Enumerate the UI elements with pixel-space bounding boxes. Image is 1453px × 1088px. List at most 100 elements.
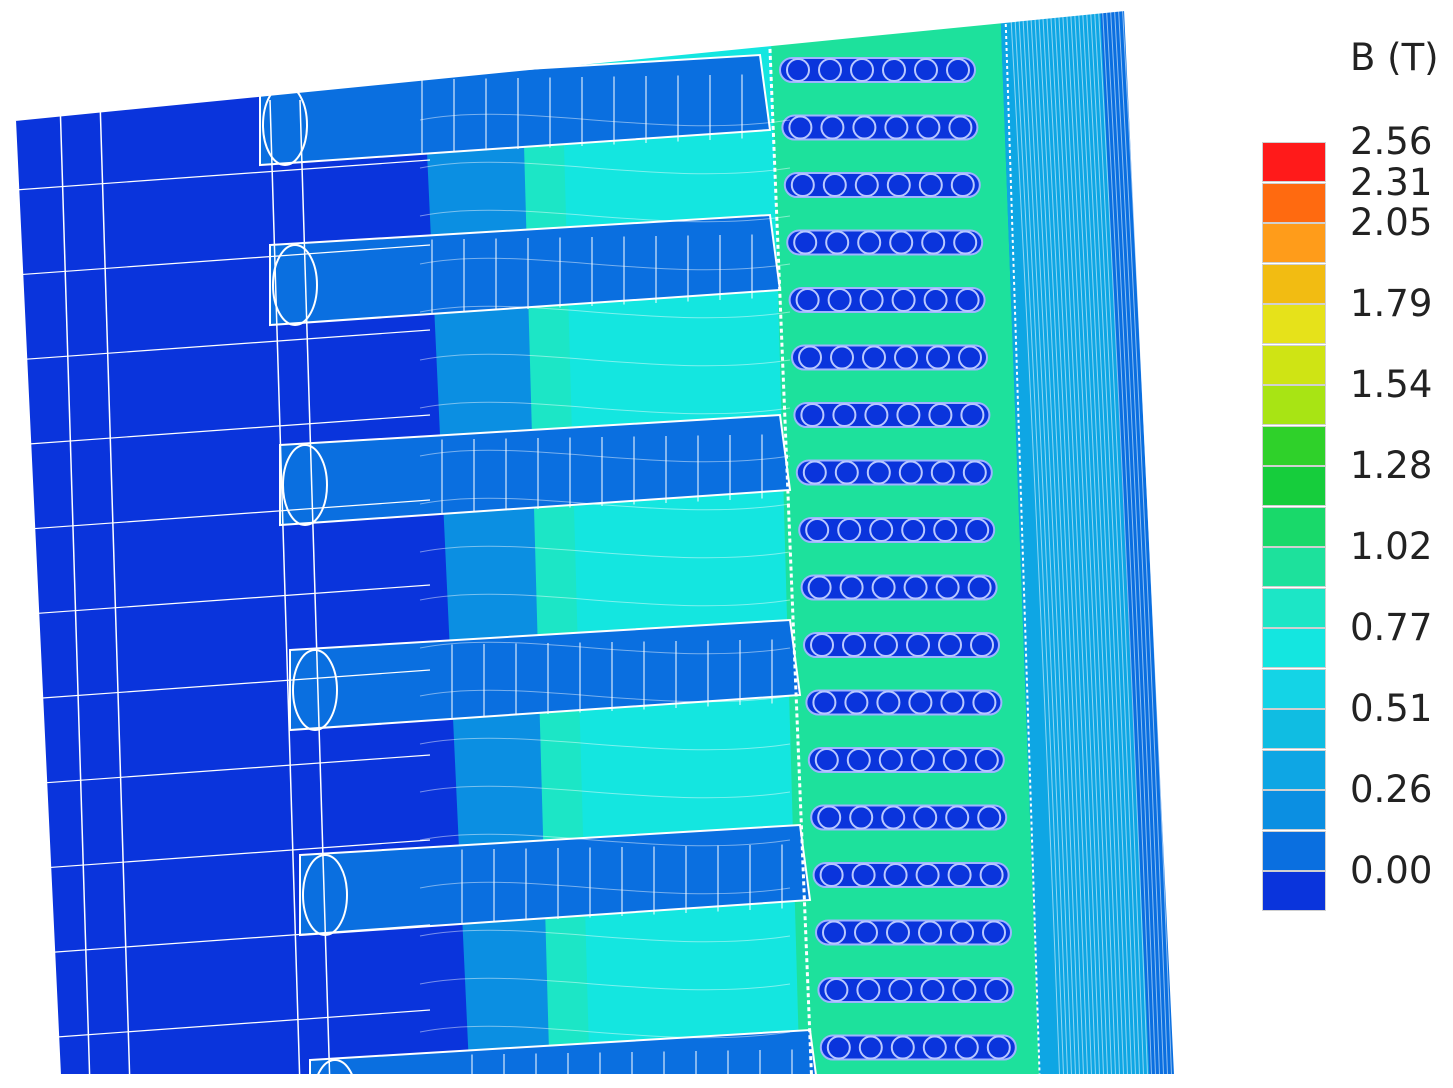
conductor bbox=[824, 978, 849, 1002]
conductor bbox=[851, 863, 876, 887]
legend-value: 0.77 bbox=[1350, 606, 1433, 649]
conductor bbox=[805, 518, 830, 542]
legend-value: 1.79 bbox=[1350, 282, 1433, 325]
conductor bbox=[874, 633, 898, 657]
conductor bbox=[822, 920, 846, 945]
conductor bbox=[972, 690, 997, 715]
rotor-mesh-line bbox=[59, 99, 91, 1075]
conductor bbox=[786, 58, 810, 82]
conductor bbox=[948, 115, 973, 140]
conductor bbox=[795, 288, 820, 312]
legend-swatch bbox=[1262, 547, 1326, 587]
conductor bbox=[878, 748, 903, 772]
conductor bbox=[849, 805, 874, 830]
conductor bbox=[832, 403, 857, 427]
stator-slot bbox=[803, 632, 1000, 658]
rotor-bar-body bbox=[299, 823, 812, 937]
flux-line bbox=[1109, 10, 1161, 1075]
stator-slot bbox=[791, 344, 988, 371]
rotor-mesh-line bbox=[15, 754, 431, 786]
conductor bbox=[928, 403, 953, 427]
legend-swatch bbox=[1262, 466, 1326, 506]
conductor bbox=[914, 58, 938, 82]
rotor-bar-end bbox=[292, 649, 338, 731]
conductor bbox=[798, 345, 822, 370]
conductor bbox=[950, 173, 975, 197]
conductor bbox=[906, 633, 930, 657]
conductor bbox=[839, 575, 864, 600]
flux-line bbox=[419, 497, 791, 511]
conductor bbox=[952, 978, 977, 1002]
flux-line bbox=[419, 737, 791, 751]
rotor-bar bbox=[289, 618, 802, 732]
conductor bbox=[903, 575, 928, 600]
conductor bbox=[802, 460, 827, 485]
rotor-mesh-line bbox=[269, 99, 301, 1075]
conductor bbox=[935, 575, 960, 600]
conductor bbox=[947, 863, 972, 887]
conductor bbox=[818, 58, 842, 82]
flux-line bbox=[1105, 10, 1157, 1075]
conductor bbox=[883, 863, 908, 887]
conductor bbox=[918, 920, 942, 945]
flux-line bbox=[1101, 10, 1153, 1075]
flux-line bbox=[419, 977, 791, 991]
flux-line bbox=[1017, 10, 1069, 1075]
stator-slot bbox=[781, 114, 979, 141]
flux-line bbox=[1013, 10, 1065, 1075]
stator-slot bbox=[800, 574, 998, 601]
stator-slot bbox=[815, 919, 1012, 946]
conductor bbox=[926, 345, 950, 370]
yoke-line bbox=[1004, 10, 1041, 1075]
stator-slot bbox=[795, 459, 993, 486]
rotor-bar bbox=[309, 1028, 822, 1075]
conductor bbox=[938, 633, 962, 657]
flux-line bbox=[419, 785, 791, 799]
rotor-bar-end bbox=[272, 244, 318, 326]
conductor bbox=[970, 633, 994, 657]
flux-line bbox=[1061, 10, 1113, 1075]
conductor bbox=[984, 978, 1009, 1002]
conductor bbox=[979, 863, 1004, 887]
conductor bbox=[800, 403, 825, 427]
conductor bbox=[862, 345, 886, 370]
legend-swatch bbox=[1262, 668, 1326, 709]
flux-line bbox=[1113, 10, 1165, 1075]
legend-swatch bbox=[1262, 871, 1326, 911]
stator-slot bbox=[779, 57, 976, 83]
conductor bbox=[837, 518, 862, 542]
conductor bbox=[977, 805, 1002, 830]
conductor bbox=[942, 748, 967, 772]
conductor bbox=[898, 460, 923, 485]
flux-line bbox=[1009, 10, 1061, 1075]
rotor-mesh-line bbox=[15, 839, 431, 871]
flux-line bbox=[1073, 10, 1125, 1075]
conductor bbox=[918, 173, 943, 197]
flux-line bbox=[1077, 10, 1129, 1075]
stator-slot bbox=[788, 287, 986, 313]
flux-line bbox=[419, 353, 791, 367]
flux-line bbox=[1021, 10, 1073, 1075]
conductor bbox=[881, 805, 906, 830]
flux-line bbox=[419, 401, 791, 415]
legend-swatch bbox=[1262, 506, 1326, 547]
conductor bbox=[960, 403, 985, 427]
legend-value: 2.56 bbox=[1350, 120, 1433, 163]
rotor-mesh-line bbox=[15, 244, 431, 276]
flux-line bbox=[1069, 10, 1121, 1075]
conductor bbox=[889, 230, 914, 255]
flux-line bbox=[1057, 10, 1109, 1075]
color-legend: B (T) 2.56 2.31 2.05 1.79 1.54 1.28 1.02 0.77 0.… bbox=[1250, 30, 1453, 970]
flux-line bbox=[1041, 10, 1093, 1075]
stator-slot bbox=[812, 862, 1010, 888]
conductor bbox=[910, 748, 935, 772]
rotor-bar-body bbox=[309, 1028, 822, 1075]
conductor bbox=[965, 518, 990, 542]
legend-title: B (T) bbox=[1350, 36, 1439, 79]
flux-line bbox=[419, 257, 791, 271]
conductor bbox=[850, 58, 874, 82]
conductor bbox=[859, 288, 884, 312]
flux-line bbox=[1089, 10, 1141, 1075]
flux-line bbox=[1093, 10, 1145, 1075]
flux-line bbox=[419, 641, 791, 655]
